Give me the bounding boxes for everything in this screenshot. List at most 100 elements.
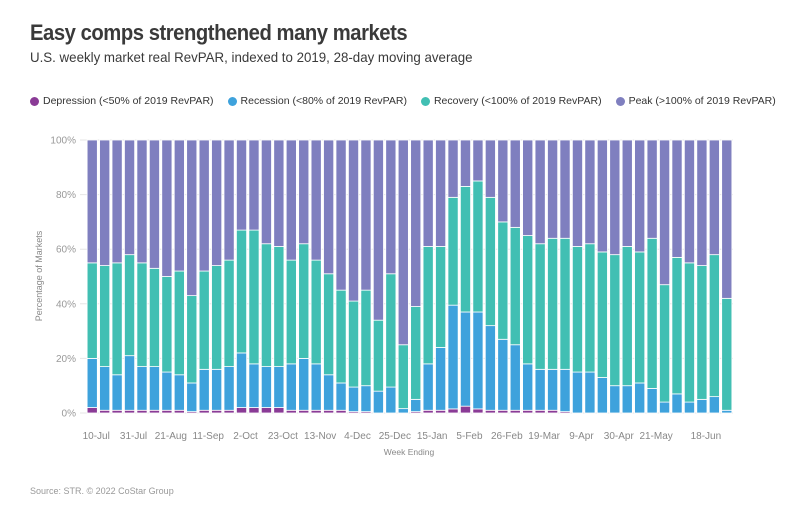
bar-segment-recession [596,377,608,414]
bar-segment-recovery [459,186,471,313]
x-tick-label: 5-Feb [456,431,483,442]
bar-segment-recovery [671,256,683,395]
bar-segment-recession [609,385,621,414]
legend-swatch [30,96,39,106]
bar-segment-peak [310,139,322,261]
bar-segment-depression [435,409,447,414]
bar-segment-recession [459,311,471,407]
y-tick-label: 100% [50,136,76,147]
bar-segment-peak [472,139,484,182]
bar-segment-peak [646,139,658,239]
bar-segment-recovery [360,289,372,387]
bar-segment-recession [298,357,310,411]
bar-segment-depression [161,409,173,414]
bar-segment-recession [571,371,583,414]
bar-segment-recession [385,386,397,414]
bar-segment-recovery [609,254,621,387]
bar-segment-depression [323,409,335,414]
bar-segment-recession [99,366,111,411]
bar-segment-recovery [584,243,596,373]
bar-segment-peak [223,139,235,261]
bar-segment-recovery [348,300,360,388]
legend-label: Depression (<50% of 2019 RevPAR) [43,95,214,107]
bar-segment-recession [223,366,235,411]
bar-segment-recovery [721,297,733,411]
bar-segment-depression [310,409,322,414]
bar-segment-peak [447,139,459,198]
legend: Depression (<50% of 2019 RevPAR) Recessi… [30,95,776,107]
source-note: Source: STR. © 2022 CoStar Group [30,486,174,496]
bar-segment-peak [86,139,98,264]
bar-segment-peak [621,139,633,247]
bar-segment-depression [459,405,471,414]
bar-segment-recession [447,304,459,410]
bar-segment-recovery [547,237,559,370]
y-tick-label: 20% [56,354,76,365]
bar-segment-recovery [683,262,695,403]
bar-segment-peak [547,139,559,239]
bar-segment-peak [298,139,310,245]
bar-segment-recession [148,366,160,411]
legend-item-recovery: Recovery (<100% of 2019 RevPAR) [420,95,602,107]
bar-segment-recovery [285,259,297,365]
bar-segment-peak [596,139,608,253]
bar-segment-recovery [323,273,335,376]
bar-segment-recession [310,363,322,411]
x-tick-label: 9-Apr [569,431,594,442]
bar-segment-peak [671,139,683,258]
bar-segment-depression [99,409,111,414]
bar-segment-recovery [372,319,384,392]
bar-segment-recovery [223,259,235,367]
bar-segment-recovery [422,246,434,365]
bar-segment-recovery [509,226,521,346]
legend-swatch [420,96,430,106]
bar-segment-recovery [260,243,272,367]
bar-segment-peak [161,139,173,277]
bar-segment-recession [708,396,720,414]
bar-segment-peak [136,139,148,264]
bar-segment-depression [422,409,434,414]
bar-segment-peak [522,139,534,236]
bar-segment-recovery [435,246,447,348]
bar-segment-recovery [534,243,546,370]
bar-segment-recession [323,374,335,411]
bar-segment-depression [285,409,297,414]
x-tick-label: 11-Sep [192,431,224,442]
bar-segment-depression [298,409,310,414]
bar-segment-recovery [522,235,534,365]
chart-title: Easy comps strengthened many markets [30,20,408,45]
bar-segment-depression [173,409,185,414]
x-tick-label: 13-Nov [304,431,336,442]
bar-segment-recession [198,368,210,411]
bar-segment-peak [111,139,123,264]
y-tick-label: 80% [56,190,76,201]
bar-segment-recession [497,338,509,411]
bar-segment-depression [472,408,484,414]
legend-swatch [227,96,237,106]
bar-segment-recovery [659,284,671,403]
bar-segment-recovery [310,259,322,365]
legend-swatch [615,96,625,106]
y-tick-label: 60% [56,245,76,256]
bar-segment-recession [659,401,671,414]
bar-segment-peak [273,139,285,247]
bar-segment-recovery [198,270,210,370]
bar-segment-depression [547,409,559,414]
bar-segment-recovery [472,180,484,313]
bar-segment-depression [223,409,235,414]
bar-segment-recovery [596,251,608,378]
bar-segment-recession [435,347,447,411]
legend-item-peak: Peak (>100% of 2019 RevPAR) [615,95,776,107]
legend-item-depression: Depression (<50% of 2019 RevPAR) [30,95,214,107]
bar-segment-peak [248,139,260,231]
bar-segment-depression [484,409,496,414]
bar-segment-peak [721,139,733,299]
bar-segment-recession [372,390,384,414]
bar-segment-depression [148,409,160,414]
bar-segment-peak [410,139,422,307]
bar-segment-recession [161,371,173,411]
chart-subtitle: U.S. weekly market real RevPAR, indexed … [30,49,473,65]
bar-segment-recession [509,344,521,411]
x-tick-label: 18-Jun [691,431,722,442]
bar-segment-recession [410,398,422,413]
